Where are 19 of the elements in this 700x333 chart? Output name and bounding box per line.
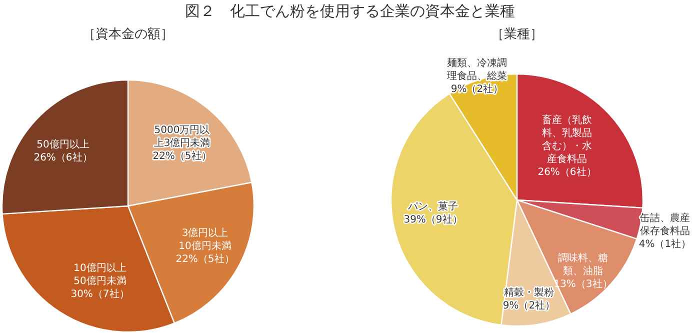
slice-label: 調味料、糖類、油脂 (558, 252, 608, 277)
data-label: 22%（5社） (152, 150, 212, 162)
slice-label: 10億円以上50億円未満 (74, 262, 126, 287)
text: 図２ 化工でん粉を使用する企業の資本金と業種 (185, 2, 515, 20)
slice-label: 畜産（乳飲料、乳製品含む）・水産食料品 (542, 114, 592, 165)
chart-subtitle: ［業種］ (491, 27, 543, 42)
slice-label: 3億円以上10億円未満 (178, 227, 232, 252)
slice-label: 精穀・製粉 (504, 286, 554, 298)
chart-subtitle: ［資本金の額］ (82, 27, 174, 42)
data-label: 26%（6社） (34, 152, 92, 164)
data-label: 4%（1社） (638, 238, 692, 250)
data-label: 39%（9社） (404, 214, 462, 226)
data-label: 30%（7社） (70, 288, 130, 300)
slice-label: 50億円以上 (36, 138, 90, 150)
slice-label: 5000万円以上3億円未満 (154, 124, 210, 149)
data-label: 22%（5社） (176, 253, 234, 265)
data-label: 9%（2社） (502, 300, 556, 312)
data-label: 26%（6社） (538, 166, 596, 178)
slice-label: パン、菓子 (407, 200, 458, 212)
